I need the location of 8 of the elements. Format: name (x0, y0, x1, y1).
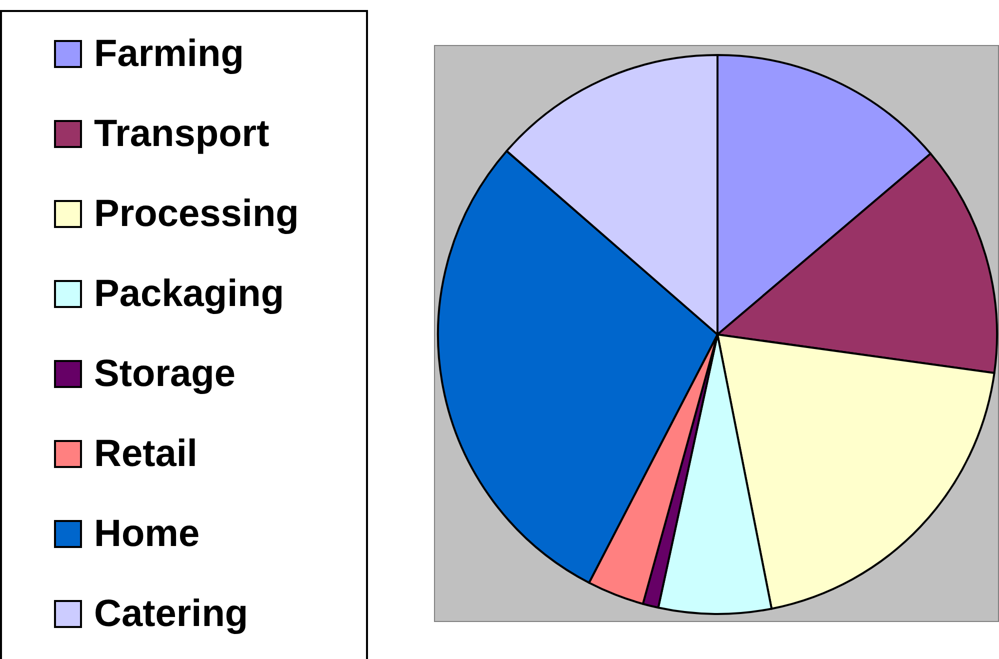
legend-label: Home (94, 512, 200, 556)
legend-label: Transport (94, 112, 270, 156)
legend-label: Retail (94, 432, 198, 476)
legend-label: Storage (94, 352, 236, 396)
legend-label: Processing (94, 192, 299, 236)
legend-label: Catering (94, 592, 248, 636)
legend-label: Packaging (94, 272, 284, 316)
legend-label: Farming (94, 32, 244, 76)
